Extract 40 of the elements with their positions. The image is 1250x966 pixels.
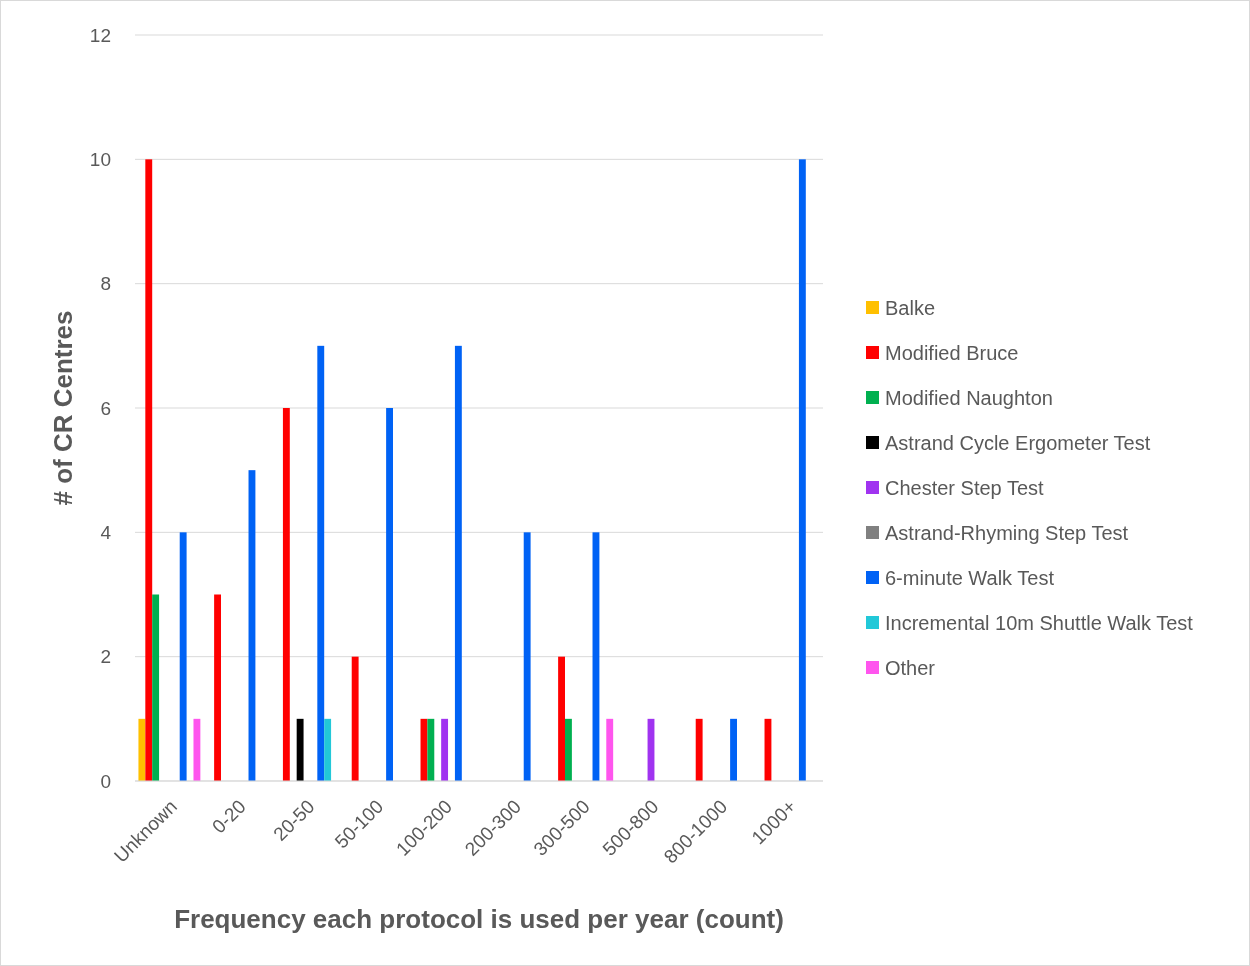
legend-label: Astrand Cycle Ergometer Test xyxy=(885,432,1151,454)
bar xyxy=(351,656,359,781)
y-axis-title: # of CR Centres xyxy=(48,310,78,506)
y-tick-label: 12 xyxy=(89,24,111,46)
bar xyxy=(296,718,304,781)
bar xyxy=(145,159,153,781)
legend-label: Incremental 10m Shuttle Walk Test xyxy=(885,612,1194,634)
y-tick-label: 2 xyxy=(100,646,111,668)
bar xyxy=(606,718,614,781)
legend-label: Other xyxy=(885,657,936,679)
bar xyxy=(427,718,435,781)
bar xyxy=(558,656,565,781)
bar xyxy=(179,532,187,781)
y-tick-label: 6 xyxy=(100,397,111,419)
bar xyxy=(138,718,146,781)
bar xyxy=(214,594,221,781)
bar xyxy=(282,408,290,781)
bar xyxy=(695,718,703,781)
bar xyxy=(386,408,393,781)
bar xyxy=(523,532,531,781)
legend-label: Modified Bruce xyxy=(885,342,1019,364)
legend-label: Astrand-Rhyming Step Test xyxy=(885,522,1129,544)
y-tick-label: 0 xyxy=(100,770,111,792)
bar xyxy=(798,159,806,781)
y-tick-label: 10 xyxy=(89,148,111,170)
legend-label: Chester Step Test xyxy=(885,477,1045,499)
legend-label: 6-minute Walk Test xyxy=(885,567,1055,589)
legend-label: Modified Naughton xyxy=(885,387,1053,409)
bar xyxy=(565,718,572,781)
bar xyxy=(152,594,160,781)
bar xyxy=(730,718,737,781)
legend-label: Balke xyxy=(885,297,936,319)
bar xyxy=(317,345,325,781)
y-tick-label: 4 xyxy=(100,521,112,543)
x-axis-title: Frequency each protocol is used per year (count) xyxy=(174,904,784,934)
bar xyxy=(193,718,201,781)
bar xyxy=(441,718,449,781)
y-tick-label: 8 xyxy=(100,273,111,295)
bar xyxy=(324,718,332,781)
bar xyxy=(454,345,462,781)
